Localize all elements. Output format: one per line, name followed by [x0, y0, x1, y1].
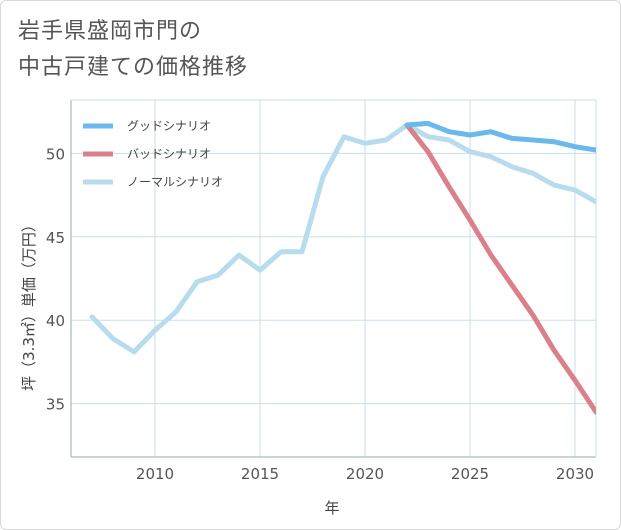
y-tick-label: 35 — [46, 396, 65, 414]
series-line-good — [404, 120, 596, 153]
x-tick-label: 2020 — [346, 465, 384, 483]
y-tick-label: 50 — [46, 145, 65, 163]
legend-label-good: グッドシナリオ — [127, 119, 211, 133]
x-axis-label: 年 — [324, 499, 339, 517]
x-tick-label: 2015 — [241, 465, 279, 483]
series-lines — [89, 120, 596, 415]
title-line-2: 中古戸建ての価格推移 — [18, 55, 249, 80]
x-tick-label: 2025 — [451, 465, 489, 483]
y-tick-label: 40 — [46, 312, 65, 330]
y-axis-label: 坪（3.3㎡）単価（万円） — [20, 217, 38, 391]
series-line-normal — [89, 122, 596, 355]
grid — [71, 100, 596, 457]
legend-label-normal: ノーマルシナリオ — [127, 175, 223, 189]
chart-title: 岩手県盛岡市門の 中古戸建ての価格推移 — [18, 14, 248, 86]
legend-label-bad: バッドシナリオ — [127, 147, 211, 161]
title-line-1: 岩手県盛岡市門の — [18, 19, 203, 44]
x-tick-label: 2010 — [136, 465, 174, 483]
y-tick-label: 45 — [46, 229, 65, 247]
plot-frame — [70, 99, 597, 458]
axis-ticks: 2010 2015 2020 2025 2030 35 40 45 50 — [46, 145, 594, 483]
x-tick-label: 2030 — [556, 465, 594, 483]
series-line-bad — [404, 122, 596, 415]
